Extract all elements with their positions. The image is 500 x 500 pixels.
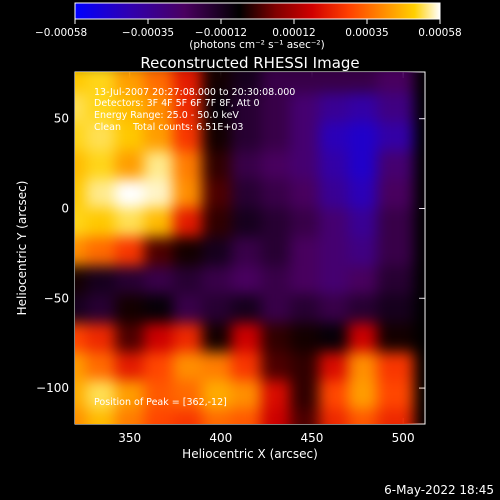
x-tick-label: 350 xyxy=(118,431,141,445)
heatmap-cell xyxy=(143,409,182,424)
colorbar-tick-label: 0.00035 xyxy=(345,27,388,39)
heatmap-image xyxy=(75,72,425,424)
heatmap-cell xyxy=(202,409,240,424)
annotation-energy-range: Energy Range: 25.0 - 50.0 keV xyxy=(94,110,239,121)
colorbar xyxy=(74,2,441,20)
x-tick-label: 450 xyxy=(301,431,324,445)
annotation-peak-position: Position of Peak = [362,-12] xyxy=(94,397,227,408)
colorbar-tick-label: −0.00012 xyxy=(195,27,247,39)
colorbar-tick-label: 0.00058 xyxy=(418,27,461,39)
y-tick-label: 0 xyxy=(61,201,69,215)
heatmap-cell xyxy=(85,409,123,424)
y-tick-label: 50 xyxy=(54,112,69,126)
heatmap-cell xyxy=(173,409,211,424)
chart-title: Reconstructed RHESSI Image xyxy=(140,54,359,72)
heatmap-cells xyxy=(75,72,425,424)
colorbar-tick-label: 0.00012 xyxy=(272,27,315,39)
colorbar-tick-label: −0.00058 xyxy=(35,27,87,39)
y-axis-label: Heliocentric Y (arcsec) xyxy=(15,181,29,316)
colorbar-tick-label: −0.00035 xyxy=(122,27,174,39)
y-tick-label: −100 xyxy=(36,381,69,395)
axis-ticks: 350 400 450 500 −100 −50 0 50 xyxy=(36,72,425,445)
heatmap-cell xyxy=(231,409,269,424)
heatmap-cell xyxy=(377,409,415,424)
annotation-detectors: Detectors: 3F 4F 5F 6F 7F 8F, Att 0 xyxy=(94,98,260,109)
colorbar-ticks: −0.00058 −0.00035 −0.00012 0.00012 0.00035 0.… xyxy=(35,19,462,39)
heatmap-cell xyxy=(318,409,357,424)
footer-date: 6-May-2022 18:45 xyxy=(384,483,494,497)
heatmap-cell xyxy=(348,409,386,424)
annotation-clean-counts: Clean Total counts: 6.51E+03 xyxy=(94,122,244,133)
heatmap-cell xyxy=(260,409,298,424)
x-tick-label: 400 xyxy=(209,431,232,445)
heatmap-cell xyxy=(114,409,152,424)
annotation-time-range: 13-Jul-2007 20:27:08.000 to 20:30:08.000 xyxy=(94,87,296,98)
x-tick-label: 500 xyxy=(392,431,415,445)
x-axis-label: Heliocentric X (arcsec) xyxy=(182,447,318,461)
heatmap-cell xyxy=(289,409,327,424)
y-tick-label: −50 xyxy=(44,291,69,305)
colorbar-unit-label: (photons cm⁻² s⁻¹ asec⁻²) xyxy=(189,39,324,51)
